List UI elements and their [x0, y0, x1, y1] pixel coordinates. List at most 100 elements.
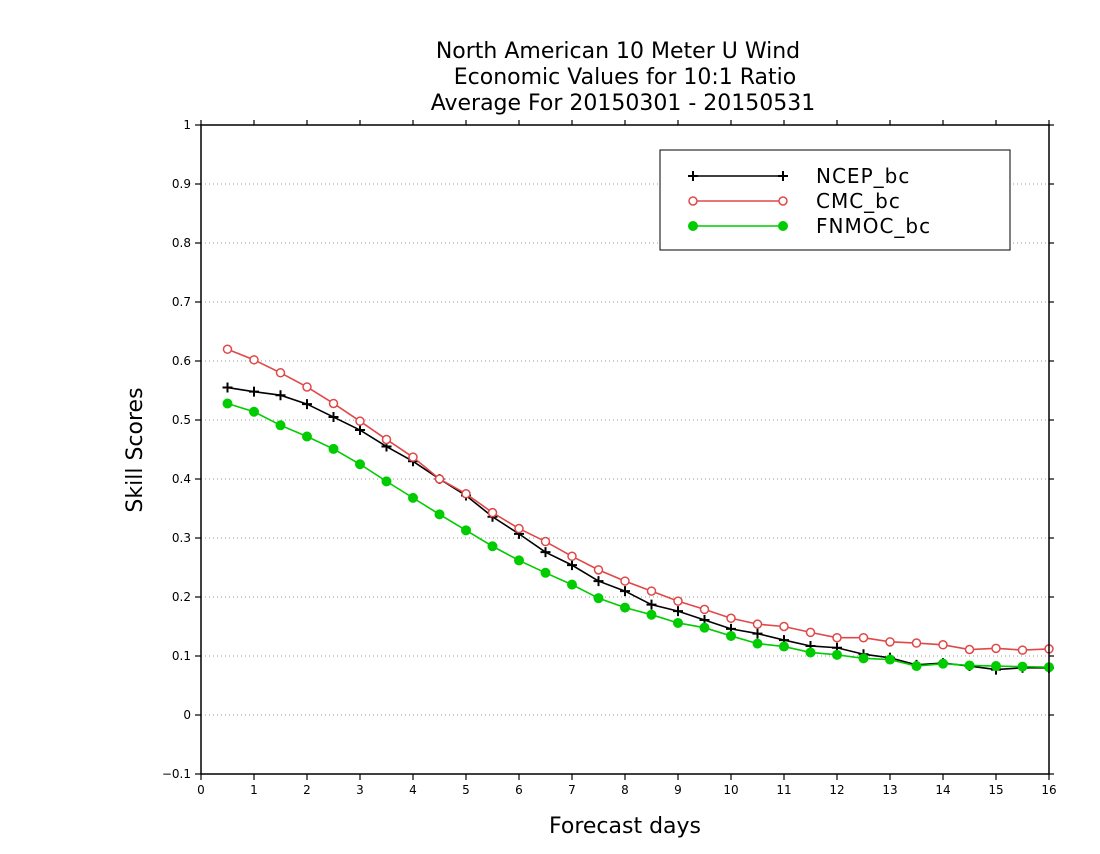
data-point — [805, 627, 816, 638]
data-point — [858, 653, 869, 664]
data-point — [885, 654, 895, 665]
series-line — [227, 386, 1049, 671]
y-axis: −0.1 0 0.1 0.2 0.3 0.4 0.5 0.6 0.7 0.8 0.9 1 — [162, 118, 1054, 781]
data-point — [275, 390, 286, 401]
data-point — [249, 386, 259, 397]
data-point — [779, 641, 789, 652]
data-point — [275, 368, 286, 378]
data-point — [355, 416, 365, 426]
data-point — [646, 586, 657, 596]
data-point — [1017, 645, 1028, 655]
x-tick-label: 4 — [409, 783, 417, 797]
legend-marker — [778, 196, 788, 206]
y-tick-label: 1 — [183, 118, 191, 132]
data-point — [620, 602, 630, 613]
legend-marker — [688, 221, 698, 231]
data-point — [620, 586, 630, 597]
series-cmc-bc — [222, 344, 1054, 655]
data-point — [222, 398, 233, 409]
data-point — [805, 647, 816, 658]
data-point — [593, 565, 604, 575]
legend-item: FNMOC_bc — [688, 214, 931, 238]
data-point — [249, 406, 259, 417]
y-tick-label: 0.3 — [172, 531, 191, 545]
y-axis-label: Skill Scores — [123, 387, 148, 512]
data-point — [540, 567, 551, 578]
title-line-3: Average For 20150301 - 20150531 — [431, 91, 816, 116]
legend-item: CMC_bc — [688, 189, 901, 213]
x-tick-label: 5 — [462, 783, 470, 797]
data-point — [752, 638, 763, 649]
data-point — [381, 476, 392, 487]
data-point — [673, 617, 683, 628]
data-point — [673, 606, 683, 617]
y-tick-label: −0.1 — [162, 767, 191, 781]
data-point — [249, 355, 259, 365]
chart-title: North American 10 Meter U Wind Economic … — [431, 39, 816, 116]
title-line-2: Economic Values for 10:1 Ratio — [454, 65, 796, 90]
data-point — [726, 630, 736, 641]
data-point — [567, 551, 577, 562]
data-point — [1017, 661, 1028, 672]
data-point — [964, 644, 975, 655]
data-point — [487, 507, 498, 518]
y-tick-label: 0.5 — [172, 413, 191, 427]
data-point — [302, 431, 312, 442]
data-point — [540, 547, 551, 558]
data-point — [832, 649, 842, 660]
data-point — [911, 661, 922, 672]
data-point — [540, 536, 551, 547]
x-axis: 0 1 2 3 4 5 6 7 8 9 10 11 12 13 14 15 16 — [197, 120, 1057, 797]
x-tick-label: 6 — [515, 783, 523, 797]
data-point — [328, 398, 339, 409]
x-tick-label: 1 — [250, 783, 258, 797]
data-point — [381, 434, 392, 445]
data-point — [646, 599, 657, 610]
x-axis-label: Forecast days — [549, 814, 701, 839]
legend-box — [659, 149, 1011, 251]
data-point — [408, 492, 418, 503]
series-fnmoc-bc — [222, 398, 1054, 673]
data-point — [938, 658, 948, 669]
data-point — [885, 637, 895, 647]
legend-marker — [688, 171, 698, 181]
data-point — [911, 638, 922, 648]
data-point — [673, 596, 683, 606]
legend-label: CMC_bc — [816, 189, 901, 213]
x-tick-label: 15 — [988, 783, 1003, 797]
data-point — [699, 604, 710, 615]
x-tick-label: 12 — [829, 783, 844, 797]
data-point — [222, 344, 233, 354]
data-point — [408, 452, 418, 462]
plot-frame — [200, 124, 1050, 775]
data-point — [514, 555, 524, 566]
series-line — [227, 348, 1050, 651]
y-tick-label: 0.1 — [172, 649, 191, 663]
data-point — [699, 622, 710, 633]
data-point — [302, 399, 312, 410]
x-tick-label: 10 — [723, 783, 738, 797]
data-point — [832, 632, 842, 643]
data-point — [567, 560, 577, 571]
y-tick-label: 0.4 — [172, 472, 191, 486]
series-ncep-bc — [222, 382, 1054, 675]
x-tick-label: 7 — [568, 783, 576, 797]
data-point — [222, 382, 233, 393]
series-line — [227, 402, 1050, 669]
legend-label: FNMOC_bc — [816, 214, 931, 238]
x-tick-label: 2 — [303, 783, 311, 797]
data-point — [593, 576, 604, 587]
grid-lines — [201, 183, 1049, 716]
data-point — [991, 661, 1001, 672]
data-point — [355, 425, 365, 436]
x-tick-label: 3 — [356, 783, 364, 797]
data-point — [620, 576, 630, 586]
legend-marker — [778, 221, 788, 231]
y-tick-label: 0 — [183, 708, 191, 722]
y-tick-label: 0.7 — [172, 295, 191, 309]
legend-marker — [688, 196, 698, 206]
